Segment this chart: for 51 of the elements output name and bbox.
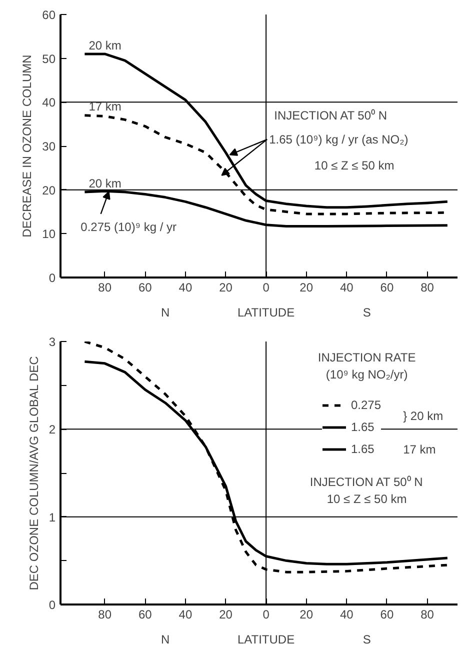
legend-label: 1.65 — [351, 419, 374, 436]
x-axis-title: LATITUDE — [237, 306, 295, 320]
y-axis-title: DEC OZONE COLUMN/AVG GLOBAL DEC — [26, 356, 41, 590]
x-axis-title: LATITUDE — [237, 632, 295, 646]
x-tick-label: 80 — [98, 608, 112, 622]
text: N — [160, 306, 170, 320]
y-tick-label: 60 — [42, 8, 56, 22]
series-label: 17 km — [88, 100, 122, 114]
annotation: 0.275 (10)⁹ kg / yr — [80, 220, 177, 234]
series-label: 20 km — [88, 38, 122, 52]
text: N — [160, 632, 170, 646]
x-tick-label: 20 — [219, 280, 233, 294]
x-tick-label: 20 — [219, 608, 233, 622]
text: S — [362, 306, 371, 320]
x-tick-label: 40 — [340, 608, 354, 622]
x-tick-label: 40 — [178, 280, 192, 294]
annotation: INJECTION AT 50⁰ N 10 ≤ Z ≤ 50 km — [310, 475, 423, 506]
x-tick-label: 60 — [380, 608, 394, 622]
y-tick-label: 30 — [42, 140, 56, 154]
legend-title: INJECTION RATE (10⁹ kg NO₂/yr) — [318, 350, 416, 382]
y-axis-title: DECREASE IN OZONE COLUMN — [20, 54, 34, 238]
annotation: 17 km — [403, 442, 436, 456]
x-tick-label: 60 — [380, 280, 394, 294]
series-label: 20 km — [88, 176, 122, 190]
x-tick-label: 40 — [178, 608, 192, 622]
y-tick-label: 1 — [48, 510, 56, 524]
x-tick-label: 80 — [420, 608, 434, 622]
y-tick-label: 3 — [48, 335, 56, 349]
y-tick-label: 0 — [48, 271, 56, 285]
annotation: INJECTION AT 50⁰ N — [274, 108, 388, 122]
annotation: 1.65 (10⁹) kg / yr (as NO₂) — [269, 132, 408, 146]
x-tick-label: 0 — [262, 280, 270, 294]
y-tick-label: 50 — [42, 52, 56, 66]
x-tick-label: 20 — [300, 608, 314, 622]
y-tick-label: 10 — [42, 227, 56, 242]
x-tick-label: 60 — [138, 608, 152, 622]
x-tick-label: 80 — [420, 280, 434, 294]
y-tick-label: 20 — [42, 183, 56, 198]
x-tick-label: 20 — [300, 280, 314, 294]
y-tick-label: 2 — [48, 422, 56, 437]
y-tick-label: 0 — [48, 598, 56, 612]
x-tick-label: 80 — [98, 280, 112, 294]
annotation: } 20 km — [403, 409, 444, 424]
text: S — [362, 632, 371, 646]
x-tick-label: 60 — [138, 280, 152, 294]
legend-label: 0.275 — [351, 397, 382, 414]
annotation: 1.65 — [351, 441, 374, 458]
annotation: 10 ≤ Z ≤ 50 km — [314, 158, 394, 173]
x-tick-label: 40 — [340, 280, 354, 294]
x-tick-label: 0 — [262, 608, 270, 622]
y-tick-label: 40 — [42, 96, 56, 110]
